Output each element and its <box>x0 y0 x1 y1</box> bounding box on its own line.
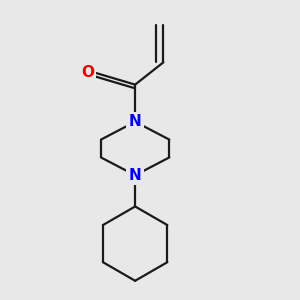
Text: O: O <box>81 65 94 80</box>
Text: N: N <box>129 168 142 183</box>
Text: N: N <box>129 114 142 129</box>
